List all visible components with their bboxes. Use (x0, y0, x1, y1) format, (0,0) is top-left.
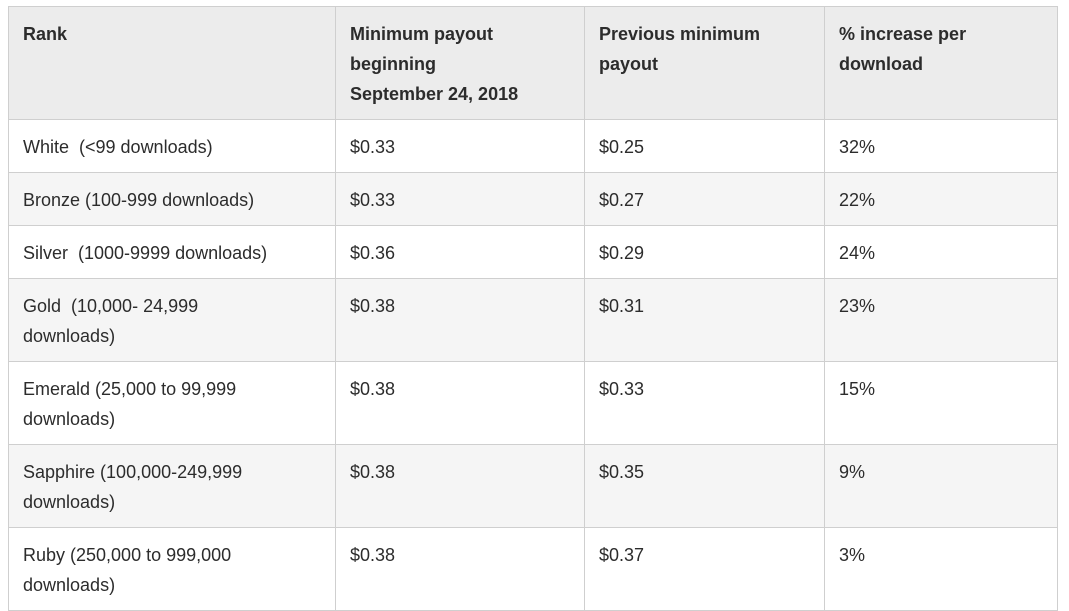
value-cell: 22% (824, 172, 1058, 226)
header-row: Rank Minimum payout beginning September 2… (8, 6, 1058, 120)
value-cell: 15% (824, 361, 1058, 445)
rank-cell: Bronze (100-999 downloads) (8, 172, 336, 226)
rank-cell: White (<99 downloads) (8, 119, 336, 173)
header-cell: Previous minimum payout (584, 6, 825, 120)
value-cell: $0.38 (335, 278, 585, 362)
value-cell: $0.35 (584, 444, 825, 528)
value-cell: $0.36 (335, 225, 585, 279)
header-cell: Minimum payout beginning September 24, 2… (335, 6, 585, 120)
table-row: Sapphire (100,000-249,999 downloads) $0.3… (8, 444, 1058, 528)
rank-cell: Gold (10,000- 24,999 downloads) (8, 278, 336, 362)
value-cell: $0.37 (584, 527, 825, 611)
value-cell: $0.38 (335, 361, 585, 445)
header-cell: Rank (8, 6, 336, 120)
value-cell: $0.33 (335, 119, 585, 173)
value-cell: 3% (824, 527, 1058, 611)
value-cell: $0.25 (584, 119, 825, 173)
value-cell: $0.38 (335, 527, 585, 611)
table-row: Emerald (25,000 to 99,999 downloads) $0.3… (8, 361, 1058, 445)
value-cell: $0.27 (584, 172, 825, 226)
value-cell: $0.29 (584, 225, 825, 279)
table-row: Bronze (100-999 downloads) $0.33 $0.27 22% (8, 172, 1058, 226)
rank-cell: Emerald (25,000 to 99,999 downloads) (8, 361, 336, 445)
table-row: Gold (10,000- 24,999 downloads) $0.38 $0.3… (8, 278, 1058, 362)
rank-cell: Sapphire (100,000-249,999 downloads) (8, 444, 336, 528)
value-cell: 32% (824, 119, 1058, 173)
value-cell: $0.33 (335, 172, 585, 226)
value-cell: 9% (824, 444, 1058, 528)
value-cell: 23% (824, 278, 1058, 362)
value-cell: $0.31 (584, 278, 825, 362)
table-row: Ruby (250,000 to 999,000 downloads) $0.38… (8, 527, 1058, 611)
value-cell: $0.38 (335, 444, 585, 528)
rank-cell: Ruby (250,000 to 999,000 downloads) (8, 527, 336, 611)
rank-cell: Silver (1000-9999 downloads) (8, 225, 336, 279)
value-cell: $0.33 (584, 361, 825, 445)
table-row: White (<99 downloads) $0.33 $0.25 32% (8, 119, 1058, 173)
header-cell: % increase per download (824, 6, 1058, 120)
table-row: Silver (1000-9999 downloads) $0.36 $0.29 24… (8, 225, 1058, 279)
payout-table: Rank Minimum payout beginning September 2… (8, 6, 1058, 611)
value-cell: 24% (824, 225, 1058, 279)
